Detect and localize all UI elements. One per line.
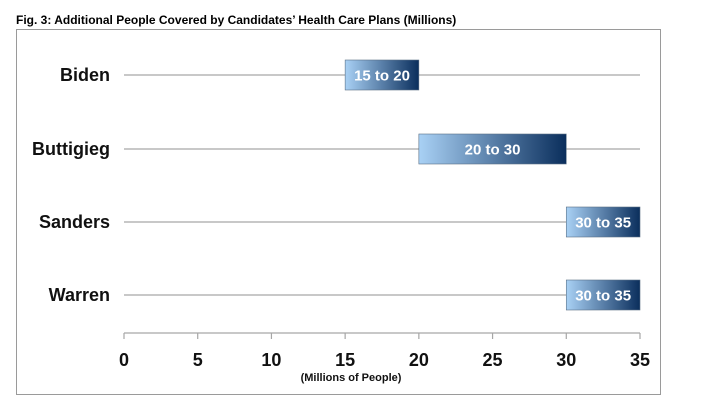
category-rows: Biden 15 to 20 Buttigieg 20 to 30 Sanders 30 … [32,59,641,311]
x-tick-label: 25 [483,350,503,370]
figure-title: Fig. 3: Additional People Covered by Can… [16,13,457,27]
x-axis: 0 5 10 15 20 25 30 35 (Millions of People) [119,332,650,384]
category-label: Biden [60,65,110,85]
row-biden: Biden 15 to 20 [60,59,640,91]
chart-frame [16,29,661,395]
category-label: Buttigieg [32,139,110,159]
bar-value-label: 30 to 35 [575,288,631,305]
x-tick-label: 30 [556,350,576,370]
row-sanders: Sanders 30 to 35 [39,206,641,238]
range-bar [565,279,641,311]
bar-value-label: 30 to 35 [575,215,631,232]
range-bar [565,206,641,238]
row-warren: Warren 30 to 35 [49,279,641,311]
x-axis-title: (Millions of People) [301,372,402,384]
x-tick-label: 10 [261,350,281,370]
x-tick-label: 15 [335,350,355,370]
category-label: Sanders [39,212,110,232]
bar-value-label: 20 to 30 [465,142,521,159]
x-tick-label: 35 [630,350,650,370]
range-bar [344,59,420,91]
x-tick-label: 20 [409,350,429,370]
category-label: Warren [49,285,110,305]
range-bar [418,133,567,165]
bar-value-label: 15 to 20 [354,68,410,85]
x-tick-label: 5 [193,350,203,370]
row-buttigieg: Buttigieg 20 to 30 [32,133,640,165]
x-tick-label: 0 [119,350,129,370]
